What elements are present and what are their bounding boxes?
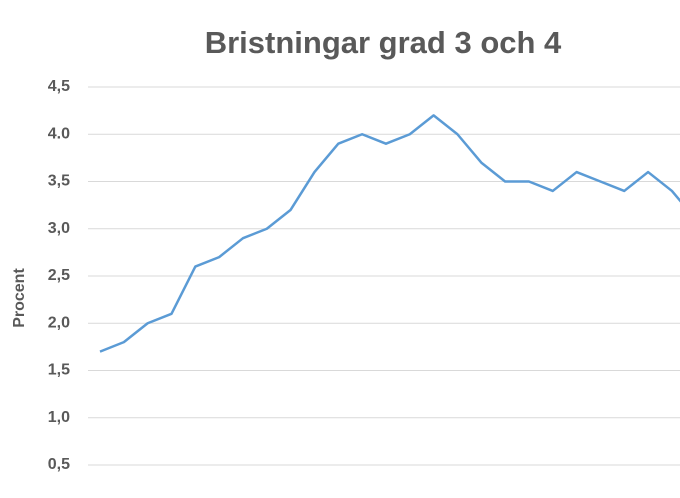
y-tick-label: 3,0: [48, 220, 70, 237]
chart-title: Bristningar grad 3 och 4: [205, 25, 562, 60]
data-line: [99, 114, 680, 353]
y-tick-label: 3,5: [48, 173, 70, 190]
y-tick-label: 1,0: [48, 409, 70, 426]
y-tick-label: 2,0: [48, 314, 70, 331]
y-tick-label: 0,5: [48, 456, 70, 473]
y-tick-label: 1,5: [48, 362, 70, 379]
y-axis-label: Procent: [11, 268, 28, 328]
y-tick-label: 4.0: [48, 125, 70, 142]
y-tick-label: 2,5: [48, 267, 70, 284]
y-tick-label: 4,5: [48, 78, 70, 95]
